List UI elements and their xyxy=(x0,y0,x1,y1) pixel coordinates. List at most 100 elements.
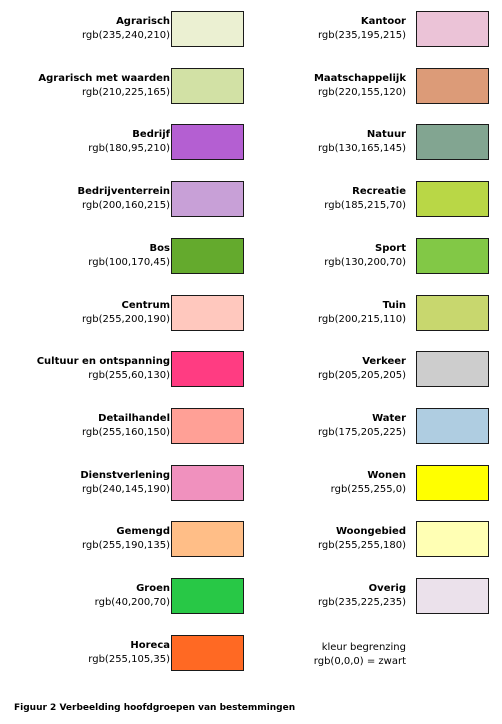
legend-label: Bedrijf rgb(180,95,210) xyxy=(0,128,170,156)
color-swatch xyxy=(171,181,244,218)
legend-label: Natuur rgb(130,165,145) xyxy=(236,128,406,156)
color-swatch xyxy=(171,11,244,47)
legend-entry-rgb: rgb(205,205,205) xyxy=(317,370,406,382)
legend-entry: Horeca rgb(255,105,35) xyxy=(0,634,502,675)
legend-entry-rgb: rgb(210,225,165) xyxy=(81,86,170,98)
color-swatch xyxy=(171,67,244,104)
legend-label: Wonen rgb(255,255,0) xyxy=(236,469,406,497)
legend-entry-name: Kantoor xyxy=(360,16,406,27)
legend-label: Water rgb(175,205,225) xyxy=(236,412,406,440)
legend-entry: Bedrijf rgb(180,95,210) xyxy=(0,124,502,164)
legend-label: Tuin rgb(200,215,110) xyxy=(236,299,406,327)
legend-entry-name: Wonen xyxy=(367,469,406,481)
color-swatch xyxy=(171,634,244,671)
legend-entry-rgb: rgb(255,105,35) xyxy=(88,653,170,665)
legend-label: Detailhandel rgb(255,160,150) xyxy=(0,412,170,440)
color-swatch xyxy=(416,521,489,558)
legend-label: Agrarisch met waarden rgb(210,225,165) xyxy=(0,72,170,100)
legend-label: Overig rgb(235,225,235) xyxy=(236,582,406,610)
legend-entry: Cultuur en ontspanning rgb(255,60,130) xyxy=(0,351,502,391)
color-swatch xyxy=(416,124,489,161)
legend-entry-rgb: rgb(130,165,145) xyxy=(317,143,406,155)
legend-entry: Sport rgb(130,200,70) xyxy=(0,237,502,278)
legend-entry: Agrarisch met waarden rgb(210,225,165) xyxy=(0,67,502,108)
color-swatch xyxy=(171,124,244,161)
legend-label: Kantoor rgb(235,195,215) xyxy=(236,15,406,43)
legend-entry-rgb: rgb(255,160,150) xyxy=(81,426,170,438)
legend-entry-rgb: rgb(255,255,0) xyxy=(330,483,406,495)
legend-entry-rgb: rgb(220,155,120) xyxy=(317,86,406,98)
legend-entry: Bos rgb(100,170,45) xyxy=(0,237,502,278)
legend-entry: Detailhandel rgb(255,160,150) xyxy=(0,407,502,448)
color-swatch xyxy=(171,294,244,331)
legend-entry-rgb: rgb(235,240,210) xyxy=(81,30,170,41)
legend-entry: Natuur rgb(130,165,145) xyxy=(0,124,502,164)
legend-entry-name: Sport xyxy=(375,242,406,254)
border-color-note: kleur begrenzing rgb(0,0,0) = zwart xyxy=(240,641,406,669)
legend-entry-rgb: rgb(255,190,135) xyxy=(81,540,170,552)
legend-entry: Groen rgb(40,200,70) xyxy=(0,578,502,618)
legend-entry-name: Bedrijventerrein xyxy=(77,186,170,198)
legend-entry-rgb: rgb(40,200,70) xyxy=(94,597,170,608)
legend-label: Cultuur en ontspanning rgb(255,60,130) xyxy=(0,355,170,383)
legend-entry-name: Tuin xyxy=(382,299,406,311)
legend-label: Bos rgb(100,170,45) xyxy=(0,242,170,270)
legend-entry-name: Agrarisch met waarden xyxy=(38,72,170,84)
legend-entry: Overig rgb(235,225,235) xyxy=(0,578,502,618)
legend-entry: Gemengd rgb(255,190,135) xyxy=(0,521,502,561)
legend-entry-rgb: rgb(100,170,45) xyxy=(88,256,170,268)
legend-entry-rgb: rgb(130,200,70) xyxy=(324,256,406,268)
legend-label: Sport rgb(130,200,70) xyxy=(236,242,406,270)
legend-entry: Verkeer rgb(205,205,205) xyxy=(0,351,502,391)
color-swatch xyxy=(416,67,489,104)
color-swatch xyxy=(416,578,489,614)
legend-label: Bedrijventerrein rgb(200,160,215) xyxy=(0,185,170,213)
legend-entry-name: Water xyxy=(372,412,406,424)
legend-label: Horeca rgb(255,105,35) xyxy=(0,639,170,667)
legend-entry: Dienstverlening rgb(240,145,190) xyxy=(0,464,502,505)
color-swatch xyxy=(171,521,244,558)
legend-entry: Maatschappelijk rgb(220,155,120) xyxy=(0,67,502,108)
legend-label: Centrum rgb(255,200,190) xyxy=(0,299,170,327)
color-swatch xyxy=(416,181,489,218)
legend-entry: Tuin rgb(200,215,110) xyxy=(0,294,502,335)
legend-entry-rgb: rgb(200,160,215) xyxy=(81,200,170,212)
legend-entry: Centrum rgb(255,200,190) xyxy=(0,294,502,335)
legend-entry-rgb: rgb(235,195,215) xyxy=(317,30,406,41)
legend-label: Dienstverlening rgb(240,145,190) xyxy=(0,469,170,497)
legend-entry-rgb: rgb(235,225,235) xyxy=(317,597,406,608)
color-swatch xyxy=(416,351,489,388)
legend-label: Recreatie rgb(185,215,70) xyxy=(236,185,406,213)
legend-entry-name: Gemengd xyxy=(116,526,170,538)
legend-entry-rgb: rgb(240,145,190) xyxy=(81,483,170,495)
legend-entry-name: Detailhandel xyxy=(98,412,170,424)
color-swatch xyxy=(416,464,489,501)
legend-entry-name: Woongebied xyxy=(336,526,406,538)
legend-entry: Recreatie rgb(185,215,70) xyxy=(0,181,502,221)
legend-entry-name: Overig xyxy=(368,583,406,594)
legend-entry-name: Groen xyxy=(136,583,170,594)
color-swatch xyxy=(171,351,244,388)
legend-label: Verkeer rgb(205,205,205) xyxy=(236,355,406,383)
legend-entry-name: Centrum xyxy=(121,299,171,311)
figure-caption: Figuur 2 Verbeelding hoofdgroepen van be… xyxy=(14,703,296,713)
legend-entry: Kantoor rgb(235,195,215) xyxy=(0,11,502,51)
color-swatch xyxy=(416,294,489,331)
legend-entry: Agrarisch rgb(235,240,210) xyxy=(0,11,502,51)
legend-entry-rgb: rgb(185,215,70) xyxy=(324,200,406,212)
border-note-line2: rgb(0,0,0) = zwart xyxy=(313,656,406,667)
color-swatch xyxy=(171,407,244,444)
legend-entry: Woongebied rgb(255,255,180) xyxy=(0,521,502,561)
color-swatch xyxy=(416,237,489,274)
legend-label: Woongebied rgb(255,255,180) xyxy=(236,525,406,553)
legend-entry-name: Dienstverlening xyxy=(80,469,170,481)
legend-entry-name: Maatschappelijk xyxy=(313,72,406,84)
legend-entry-name: Cultuur en ontspanning xyxy=(36,356,170,368)
border-note-line1: kleur begrenzing xyxy=(321,642,406,653)
legend-label: Maatschappelijk rgb(220,155,120) xyxy=(236,72,406,100)
legend-entry-name: Horeca xyxy=(130,639,170,651)
legend-entry-name: Verkeer xyxy=(362,356,406,368)
legend-label: Agrarisch rgb(235,240,210) xyxy=(0,15,170,43)
color-swatch xyxy=(171,578,244,614)
legend-label: Gemengd rgb(255,190,135) xyxy=(0,525,170,553)
